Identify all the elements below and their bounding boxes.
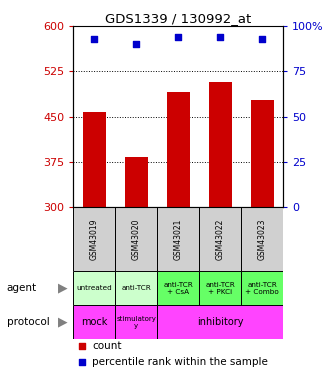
- Point: [92, 36, 97, 42]
- Bar: [115, 207, 157, 271]
- Point: [79, 359, 84, 365]
- Bar: [115, 305, 157, 339]
- Bar: [157, 271, 199, 305]
- Text: stimulatory
y: stimulatory y: [116, 316, 156, 329]
- Text: percentile rank within the sample: percentile rank within the sample: [92, 357, 268, 367]
- Text: anti-TCR
+ CsA: anti-TCR + CsA: [163, 282, 193, 295]
- Point: [259, 36, 265, 42]
- Bar: [199, 271, 241, 305]
- Bar: [125, 157, 148, 207]
- Text: GSM43021: GSM43021: [173, 218, 183, 260]
- Text: untreated: untreated: [76, 285, 112, 291]
- Bar: [157, 305, 283, 339]
- Text: anti-TCR: anti-TCR: [121, 285, 151, 291]
- Text: mock: mock: [81, 317, 108, 327]
- Bar: [241, 271, 283, 305]
- Point: [217, 34, 223, 40]
- Text: GSM43023: GSM43023: [257, 218, 267, 260]
- Point: [134, 41, 139, 47]
- Bar: [115, 271, 157, 305]
- Bar: [73, 305, 115, 339]
- Bar: [208, 82, 232, 207]
- Text: GSM43019: GSM43019: [90, 218, 99, 260]
- Title: GDS1339 / 130992_at: GDS1339 / 130992_at: [105, 12, 251, 25]
- Text: inhibitory: inhibitory: [197, 317, 243, 327]
- Text: anti-TCR
+ Combo: anti-TCR + Combo: [245, 282, 279, 295]
- Text: ▶: ▶: [58, 316, 68, 329]
- Bar: [73, 207, 115, 271]
- Text: GSM43022: GSM43022: [215, 218, 225, 260]
- Bar: [83, 112, 106, 207]
- Bar: [199, 207, 241, 271]
- Text: ▶: ▶: [58, 282, 68, 295]
- Bar: [73, 271, 115, 305]
- Text: agent: agent: [7, 283, 37, 293]
- Bar: [241, 207, 283, 271]
- Text: protocol: protocol: [7, 317, 49, 327]
- Point: [175, 34, 181, 40]
- Point: [79, 344, 84, 350]
- Bar: [166, 93, 190, 207]
- Text: count: count: [92, 341, 122, 351]
- Text: GSM43020: GSM43020: [132, 218, 141, 260]
- Bar: [157, 207, 199, 271]
- Text: anti-TCR
+ PKCi: anti-TCR + PKCi: [205, 282, 235, 295]
- Bar: [250, 100, 274, 207]
